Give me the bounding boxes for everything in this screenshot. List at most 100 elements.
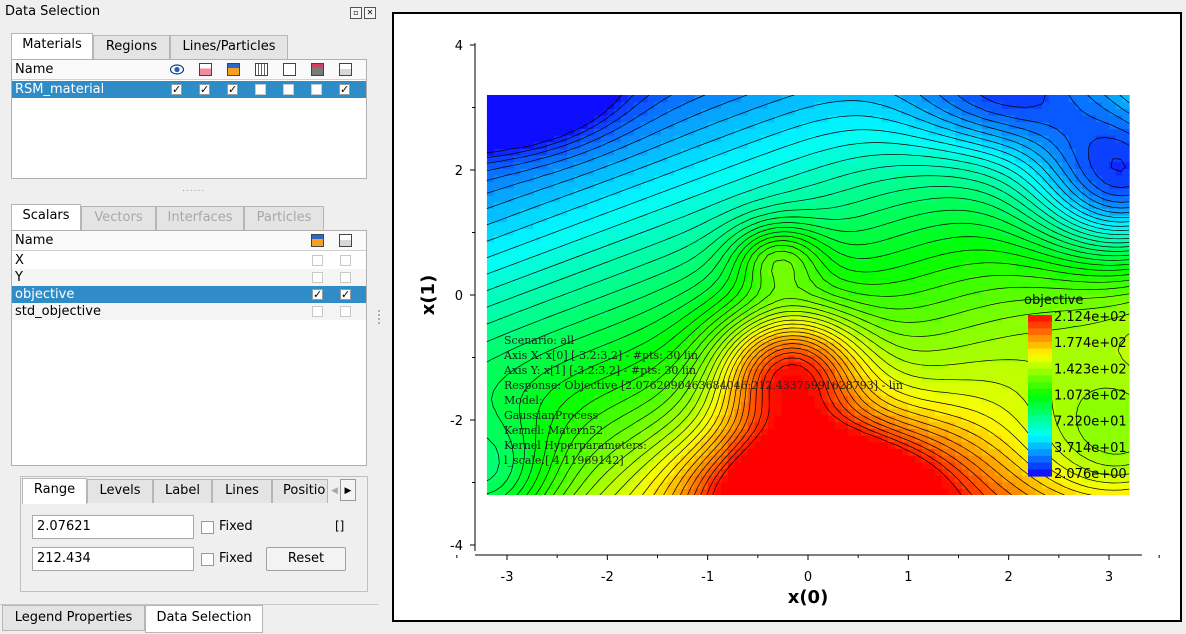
row-checkbox[interactable] xyxy=(340,255,351,266)
contour-cell xyxy=(941,188,950,196)
row-checkbox[interactable]: ✓ xyxy=(171,83,182,96)
table-row[interactable]: RSM_material ✓ ✓ ✓ ✓ xyxy=(12,81,366,98)
contour-cell xyxy=(894,261,903,269)
table-row[interactable]: Y xyxy=(12,269,366,286)
orange-box-icon[interactable] xyxy=(227,63,240,76)
contour-cell xyxy=(714,181,722,189)
row-checkbox[interactable]: ✓ xyxy=(339,83,350,96)
eye-icon[interactable] xyxy=(169,63,185,76)
reset-button[interactable]: Reset xyxy=(266,547,346,571)
max-fixed-checkbox[interactable] xyxy=(201,553,214,566)
row-checkbox[interactable] xyxy=(255,84,266,95)
min-fixed-checkbox[interactable] xyxy=(201,521,214,534)
tab-interfaces[interactable]: Interfaces xyxy=(156,206,244,230)
row-checkbox[interactable] xyxy=(340,272,351,283)
contour-cell xyxy=(868,381,876,389)
contour-cell xyxy=(707,255,715,263)
pink-box-icon[interactable] xyxy=(199,63,212,76)
tab-legend-properties[interactable]: Legend Properties xyxy=(2,605,145,631)
contour-cell xyxy=(1001,95,1010,103)
contour-cell xyxy=(527,401,535,409)
close-icon[interactable]: ✕ xyxy=(364,7,376,19)
table-row[interactable]: objective ✓ ✓ xyxy=(12,286,366,303)
table-row[interactable]: X xyxy=(12,252,366,269)
contour-cell xyxy=(981,415,990,423)
contour-cell xyxy=(774,121,782,129)
contour-cell xyxy=(988,481,996,489)
contour-cell xyxy=(868,341,876,349)
tab-range[interactable]: Range xyxy=(22,478,87,504)
row-checkbox[interactable] xyxy=(312,306,323,317)
tab-scalars[interactable]: Scalars xyxy=(11,204,81,230)
contour-cell xyxy=(888,388,896,396)
orange-box-icon[interactable] xyxy=(311,234,324,247)
contour-cell xyxy=(821,415,829,423)
row-checkbox[interactable]: ✓ xyxy=(312,288,323,301)
contour-cell xyxy=(941,395,950,403)
stack-box-icon[interactable] xyxy=(311,63,324,76)
contour-cell xyxy=(868,201,876,209)
row-checkbox[interactable]: ✓ xyxy=(340,288,351,301)
table-row[interactable]: std_objective xyxy=(12,303,366,320)
tab-regions[interactable]: Regions xyxy=(93,35,170,59)
contour-cell xyxy=(921,155,929,163)
empty-box-icon[interactable] xyxy=(283,63,296,76)
tab-label[interactable]: Label xyxy=(153,479,212,503)
row-checkbox[interactable] xyxy=(340,306,351,317)
contour-cell xyxy=(667,235,675,243)
contour-cell xyxy=(1001,488,1010,495)
tab-lines-particles[interactable]: Lines/Particles xyxy=(170,35,288,59)
contour-cell xyxy=(834,415,843,423)
tab-levels[interactable]: Levels xyxy=(87,479,153,503)
row-checkbox[interactable] xyxy=(283,84,294,95)
contour-cell xyxy=(614,448,622,456)
tab-materials[interactable]: Materials xyxy=(11,33,93,59)
lattice-box-icon[interactable] xyxy=(255,63,268,76)
contour-cell xyxy=(787,435,796,443)
contour-cell xyxy=(841,208,849,216)
contour-cell xyxy=(787,148,796,156)
row-checkbox[interactable] xyxy=(312,255,323,266)
row-checkbox[interactable]: ✓ xyxy=(227,83,238,96)
contour-cell xyxy=(774,321,782,329)
contour-cell xyxy=(734,115,742,123)
contour-cell xyxy=(620,488,628,495)
contour-cell xyxy=(727,455,736,463)
tab-particles[interactable]: Particles xyxy=(244,206,324,230)
row-name: std_objective xyxy=(15,304,101,319)
contour-cell xyxy=(761,461,769,469)
tab-data-selection[interactable]: Data Selection xyxy=(145,605,263,633)
export-box-icon[interactable] xyxy=(339,63,352,76)
contour-cell xyxy=(727,255,736,263)
splitter-grip[interactable]: ...... xyxy=(182,184,206,194)
float-icon[interactable]: ▫ xyxy=(350,7,362,19)
range-min-field[interactable]: 2.07621 xyxy=(32,515,194,539)
tab-vectors[interactable]: Vectors xyxy=(81,206,156,230)
plot-window[interactable]: -3 -2 -1 0 1 2 3 -4 -2 0 2 4 x(0) x(1) Scenario: all A… xyxy=(392,12,1182,622)
scroll-left-icon[interactable]: ◀ xyxy=(331,486,338,496)
tab-lines[interactable]: Lines xyxy=(212,479,272,503)
export-box-icon[interactable] xyxy=(339,234,352,247)
tab-position[interactable]: Positio xyxy=(272,479,328,503)
vertical-splitter-grip[interactable] xyxy=(378,310,382,324)
contour-cell xyxy=(828,135,836,143)
contour-cell xyxy=(774,348,782,356)
range-max-field[interactable]: 212.434 xyxy=(32,547,194,571)
contour-cell xyxy=(955,428,963,436)
row-checkbox[interactable] xyxy=(312,272,323,283)
contour-cell xyxy=(968,108,976,116)
contour-cell xyxy=(486,415,495,423)
contour-cell xyxy=(834,475,843,483)
contour-cell xyxy=(888,461,896,469)
contour-cell xyxy=(981,435,990,443)
contour-cell xyxy=(828,141,836,149)
row-checkbox[interactable] xyxy=(311,84,322,95)
contour-cell xyxy=(761,215,769,223)
scroll-right-icon[interactable]: ▶ xyxy=(340,479,356,501)
contour-cell xyxy=(975,468,983,476)
contour-cell xyxy=(520,448,528,456)
contour-cell xyxy=(921,168,929,176)
contour-cell xyxy=(834,348,843,356)
row-checkbox[interactable]: ✓ xyxy=(199,83,210,96)
